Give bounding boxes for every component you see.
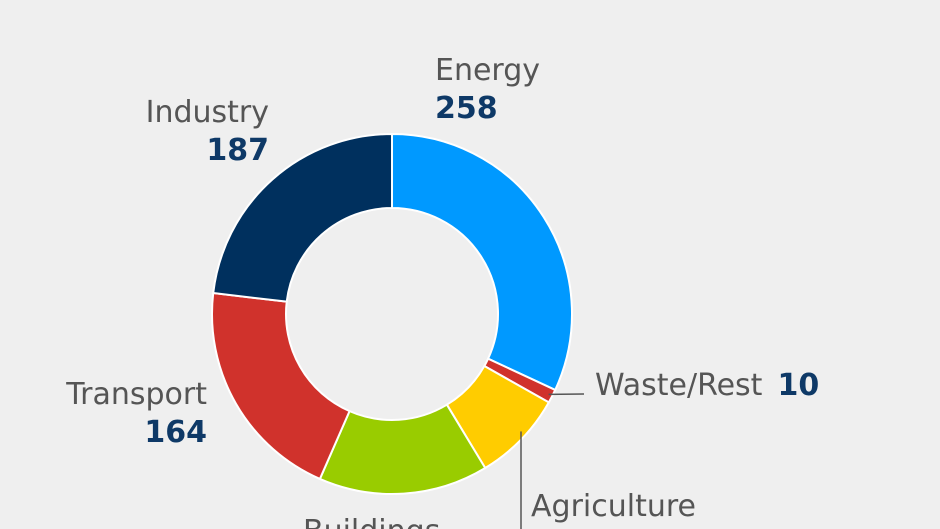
label-transport: Transport — [65, 377, 207, 412]
leader-lines-group — [520, 393, 585, 529]
label-waste-rest: Waste/Rest — [595, 368, 763, 403]
value-transport: 164 — [144, 415, 207, 450]
value-waste-rest: 10 — [778, 368, 820, 403]
slice-transport — [211, 291, 351, 481]
label-waste-rest-line: Waste/Rest 10 — [595, 368, 819, 403]
label-industry: Industry — [146, 95, 269, 130]
slice-energy — [391, 132, 573, 392]
slice-industry — [212, 132, 393, 303]
value-energy: 258 — [435, 91, 498, 126]
label-agriculture: Agriculture — [531, 489, 696, 524]
label-buildings: Buildings — [303, 514, 440, 529]
label-energy: Energy — [435, 53, 540, 88]
slices-group — [211, 132, 573, 495]
value-industry: 187 — [206, 133, 269, 168]
labels-group: Energy 258 Waste/Rest 10 Agriculture Bui… — [65, 53, 819, 529]
